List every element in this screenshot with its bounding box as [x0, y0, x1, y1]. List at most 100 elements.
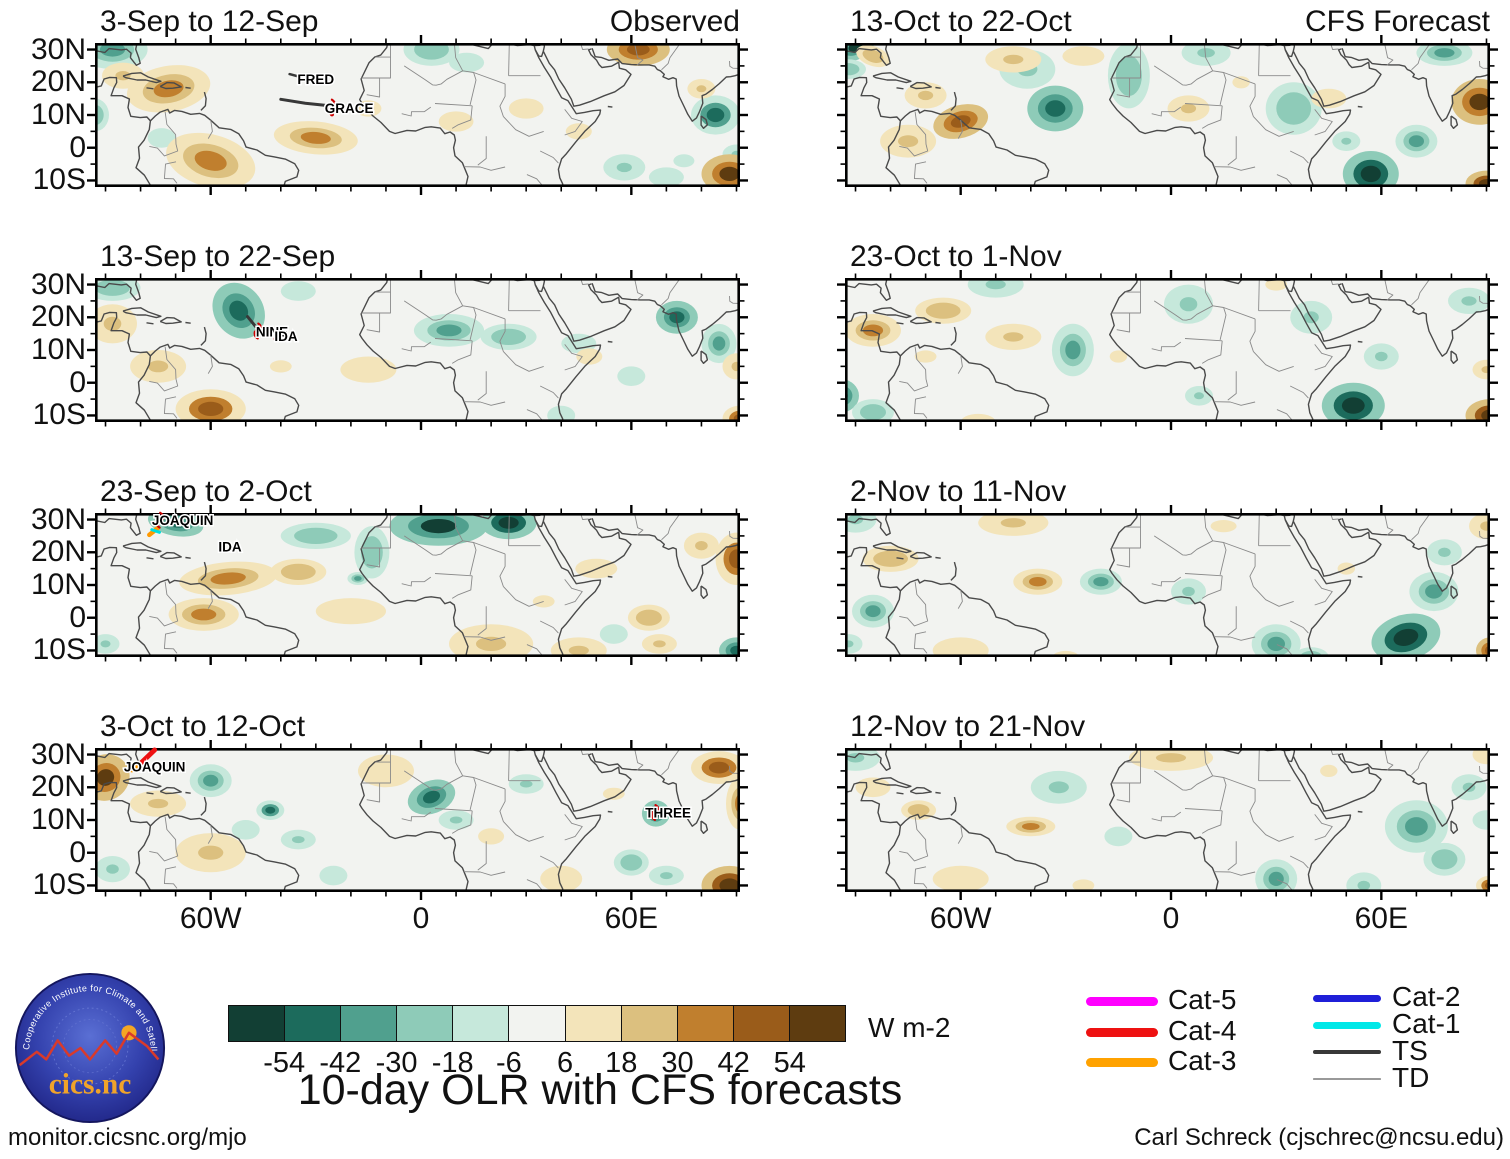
map-panel-r4 [837, 740, 1498, 900]
lon-label-left-60E: 60E [604, 902, 659, 935]
lat-label-30N: 30N [30, 502, 86, 536]
storm-label: IDA [274, 329, 298, 344]
colorbar-cell-5 [509, 1006, 566, 1041]
lat-label-20N: 20N [30, 65, 86, 99]
cfs-forecast-header: CFS Forecast [1304, 5, 1490, 38]
legend-line-cat-3 [1086, 1057, 1158, 1067]
storm-label: JOAQUIN [152, 513, 214, 528]
legend-line-cat-4 [1086, 1027, 1158, 1037]
logo-wordmark: cics.nc [49, 1069, 132, 1101]
colorbar-label--6: -6 [496, 1047, 522, 1079]
colorbar-label-18: 18 [605, 1047, 638, 1079]
site-url-text: monitor.cicsnc.org/mjo [8, 1124, 247, 1151]
colorbar-cell-1 [285, 1006, 342, 1041]
lat-label-0: 0 [69, 130, 86, 164]
lat-label-10S: 10S [32, 398, 86, 432]
storm-track-ida: IDA [273, 328, 300, 346]
panel-title-r3: 2-Nov to 11-Nov [850, 475, 1067, 508]
lat-label-10S: 10S [32, 868, 86, 902]
colorbar-label--54: -54 [263, 1047, 306, 1079]
storm-label: IDA [218, 539, 242, 554]
storm-track-joaquin: JOAQUIN [147, 512, 215, 538]
panel-title-l2: 13-Sep to 22-Sep [100, 240, 336, 273]
lon-label-right-0: 0 [1162, 902, 1180, 935]
lat-label-10N: 10N [30, 98, 86, 131]
colorbar-cell-3 [397, 1006, 454, 1041]
lat-label-10N: 10N [30, 803, 86, 836]
hurricane-icon [253, 322, 263, 340]
lat-label-10S: 10S [32, 163, 86, 197]
panel-title-l1: 3-Sep to 12-Sep [100, 5, 319, 38]
credit-text: Carl Schreck (cjschrec@ncsu.edu) [1134, 1124, 1504, 1151]
colorbar-label-54: 54 [773, 1047, 806, 1079]
lon-label-right-60W: 60W [929, 902, 992, 935]
colorbar-label-42: 42 [717, 1047, 750, 1079]
panel-title-r4: 12-Nov to 21-Nov [850, 710, 1086, 743]
colorbar-label-6: 6 [557, 1047, 574, 1079]
storm-track-grace: GRACE [279, 97, 375, 118]
storm-label: FRED [297, 72, 334, 87]
legend-label-cat-1: Cat-1 [1392, 1008, 1461, 1039]
lat-label-0: 0 [69, 835, 86, 869]
colorbar-cell-2 [341, 1006, 398, 1041]
colorbar-label--18: -18 [431, 1047, 474, 1079]
map-panel-r2 [837, 270, 1498, 430]
storm-track-fred: FRED [288, 70, 336, 88]
map-panel-r1 [837, 35, 1498, 195]
lon-label-left-0: 0 [412, 902, 430, 935]
lon-label-left-60W: 60W [179, 902, 242, 935]
colorbar-cell-7 [621, 1006, 678, 1041]
hurricane-icon [327, 98, 336, 116]
figure-title: 10-day OLR with CFS forecasts [297, 1066, 903, 1114]
legend-line-td [1313, 1078, 1381, 1080]
logo-mountains-icon [18, 1031, 160, 1067]
legend-label-td: TD [1392, 1062, 1430, 1093]
observed-header: Observed [609, 5, 740, 38]
colorbar-cell-4 [453, 1006, 510, 1041]
legend-label-cat-5: Cat-5 [1168, 984, 1237, 1015]
panel-title-l3: 23-Sep to 2-Oct [100, 475, 312, 508]
lat-label-10N: 10N [30, 568, 86, 601]
legend-line-cat-1 [1313, 1021, 1381, 1029]
panel-title-r1: 13-Oct to 22-Oct [850, 5, 1072, 38]
lat-label-10N: 10N [30, 333, 86, 366]
storm-label: GRACE [325, 101, 374, 116]
storm-track-joaquin: JOAQUIN [122, 747, 187, 776]
lat-label-30N: 30N [30, 32, 86, 66]
lat-label-20N: 20N [30, 770, 86, 804]
cicsnc-logo: Cooperative Institute for Climate and Sa… [14, 972, 166, 1124]
hurricane-icon [650, 804, 660, 821]
storm-track-nine: NINE [246, 315, 290, 341]
map-panel-l3: JOAQUIN IDA [87, 505, 748, 665]
lat-label-20N: 20N [30, 535, 86, 569]
colorbar-cell-8 [677, 1006, 734, 1041]
legend-line-ts [1313, 1050, 1381, 1054]
logo-circle [14, 972, 166, 1124]
map-panel-l1: FRED GRACE [87, 35, 748, 195]
colorbar-label-30: 30 [661, 1047, 694, 1079]
storm-track-ida: IDA [217, 538, 244, 556]
colorbar-label--42: -42 [319, 1047, 362, 1079]
legend-label-cat-2: Cat-2 [1392, 981, 1461, 1012]
lat-label-10S: 10S [32, 633, 86, 667]
lat-label-0: 0 [69, 365, 86, 399]
legend-label-ts: TS [1392, 1035, 1428, 1066]
legend-line-cat-2 [1313, 994, 1381, 1002]
lon-label-right-60E: 60E [1354, 902, 1409, 935]
panel-title-r2: 23-Oct to 1-Nov [850, 240, 1062, 273]
lat-label-0: 0 [69, 600, 86, 634]
panel-title-l4: 3-Oct to 12-Oct [100, 710, 306, 743]
storm-label: NINE [256, 324, 288, 339]
map-panel-l4: JOAQUIN THREE [87, 740, 748, 900]
lat-label-30N: 30N [30, 267, 86, 301]
legend-label-cat-4: Cat-4 [1168, 1015, 1237, 1046]
storm-label: THREE [645, 805, 691, 820]
colorbar-cell-10 [789, 1006, 846, 1041]
legend-line-cat-5 [1086, 996, 1158, 1006]
legend-label-cat-3: Cat-3 [1168, 1045, 1237, 1076]
units-label: W m-2 [868, 1012, 951, 1043]
colorbar-cell-6 [565, 1006, 622, 1041]
storm-track-three: THREE [644, 804, 693, 822]
storm-label: JOAQUIN [124, 760, 186, 775]
